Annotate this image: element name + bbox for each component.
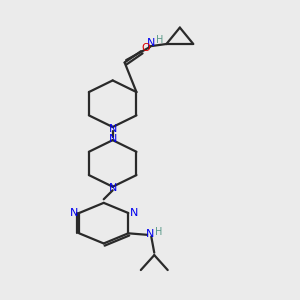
Text: N: N	[109, 124, 117, 134]
Text: N: N	[130, 208, 138, 218]
Text: O: O	[142, 43, 151, 52]
Text: H: H	[156, 35, 163, 45]
Text: N: N	[147, 38, 155, 48]
Text: N: N	[70, 208, 78, 218]
Text: N: N	[109, 183, 117, 193]
Text: H: H	[155, 227, 162, 237]
Text: N: N	[146, 229, 154, 239]
Text: N: N	[109, 134, 117, 144]
